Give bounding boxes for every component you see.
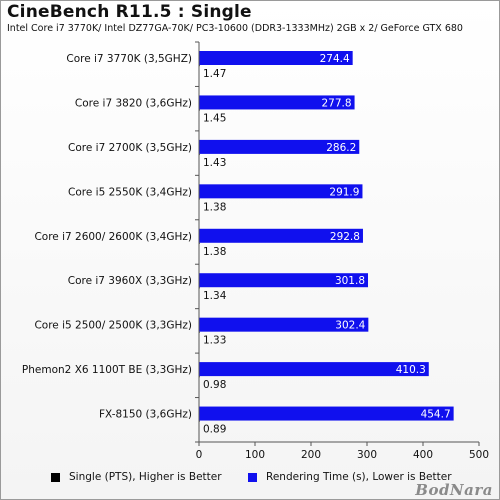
value-label-single-score: 1.33	[203, 335, 226, 347]
legend-label-rendering-time: Rendering Time (s), Lower is Better	[266, 471, 452, 483]
category-label: Core i7 2600/ 2600K (3,4GHz)	[34, 231, 192, 243]
category-label: Core i5 2550K (3,4GHz)	[68, 186, 192, 198]
x-tick-label: 100	[245, 449, 265, 461]
x-tick-label: 0	[196, 449, 203, 461]
value-label-rendering-time: 274.4	[320, 53, 350, 65]
value-label-single-score: 1.38	[203, 201, 226, 213]
bar-rendering-time	[199, 184, 363, 199]
x-tick-label: 300	[357, 449, 377, 461]
x-tick-label: 500	[469, 449, 489, 461]
value-label-single-score: 0.89	[203, 424, 226, 436]
category-label: FX-8150 (3,6GHz)	[99, 409, 192, 421]
x-tick-label: 400	[413, 449, 433, 461]
value-label-single-score: 1.43	[203, 157, 226, 169]
value-label-rendering-time: 291.9	[329, 186, 359, 198]
bar-rendering-time	[199, 51, 353, 65]
chart-subtitle: Intel Core i7 3770K/ Intel DZ77GA-70K/ P…	[7, 23, 463, 34]
bar-rendering-time	[199, 362, 429, 377]
category-label: Phemon2 X6 1100T BE (3,3GHz)	[22, 364, 192, 376]
bar-rendering-time	[199, 317, 369, 332]
bar-rendering-time	[199, 139, 360, 154]
value-label-rendering-time: 286.2	[326, 142, 356, 154]
value-label-single-score: 1.38	[203, 246, 226, 258]
value-label-rendering-time: 301.8	[335, 275, 365, 287]
bar-rendering-time	[199, 406, 454, 421]
axes-layer	[195, 41, 480, 446]
tick-labels-layer: 0 100 200 300 400 500	[196, 449, 489, 461]
value-label-rendering-time: 277.8	[322, 97, 352, 109]
bar-chart: Core i7 3770K (3,5GHZ) Core i7 3820 (3,6G…	[22, 41, 489, 461]
chart-title: CineBench R11.5 : Single	[7, 2, 252, 22]
value-label-rendering-time: 292.8	[330, 231, 360, 243]
legend-swatch-rendering-time	[248, 472, 257, 482]
value-label-rendering-time: 454.7	[421, 409, 451, 421]
value-label-single-score: 1.47	[203, 68, 226, 80]
legend-swatch-single	[51, 472, 60, 482]
bar-rendering-time	[199, 228, 363, 243]
bar-rendering-time	[199, 273, 369, 288]
x-tick-label: 200	[301, 449, 321, 461]
value-label-single-score: 1.34	[203, 290, 227, 302]
legend-item-rendering-time: Rendering Time (s), Lower is Better	[248, 471, 452, 483]
legend-item-single: Single (PTS), Higher is Better	[51, 471, 222, 483]
category-label: Core i5 2500/ 2500K (3,3GHz)	[34, 320, 192, 332]
category-label: Core i7 2700K (3,5GHz)	[68, 142, 192, 154]
value-label-single-score: 0.98	[203, 379, 226, 391]
category-label: Core i7 3770K (3,5GHZ)	[66, 53, 192, 65]
bars-layer	[199, 51, 454, 422]
value-label-rendering-time: 302.4	[335, 320, 365, 332]
bar-rendering-time	[199, 95, 355, 110]
legend-label-single: Single (PTS), Higher is Better	[69, 471, 222, 483]
watermark-logo: BodNara	[415, 481, 493, 499]
value-label-rendering-time: 410.3	[396, 364, 426, 376]
category-label: Core i7 3960X (3,3GHz)	[68, 275, 192, 287]
legend: Single (PTS), Higher is Better Rendering…	[51, 471, 491, 489]
value-labels-layer: 274.4 1.47 277.8 1.45 286.2 1.43 291.9 1.38 292.…	[203, 53, 451, 436]
value-label-single-score: 1.45	[203, 112, 226, 124]
category-labels-layer: Core i7 3770K (3,5GHZ) Core i7 3820 (3,6G…	[22, 53, 192, 421]
category-label: Core i7 3820 (3,6GHz)	[75, 97, 192, 109]
